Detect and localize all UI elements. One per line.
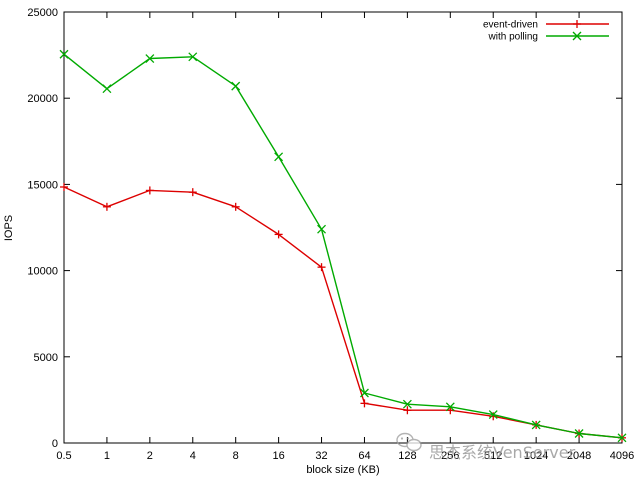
data-point (531, 420, 541, 430)
legend-label: with polling (488, 32, 538, 43)
data-point (231, 81, 241, 91)
x-tick-label: 1024 (524, 450, 548, 462)
data-point (188, 52, 198, 62)
x-tick-label: 2 (147, 450, 153, 462)
data-point (445, 402, 455, 412)
y-tick-label: 0 (52, 438, 58, 450)
x-tick-label: 4096 (610, 450, 634, 462)
data-point (145, 54, 155, 64)
x-axis-title: block size (KB) (306, 464, 379, 476)
x-tick-label: 8 (233, 450, 239, 462)
series-layer (59, 49, 627, 443)
data-point (274, 152, 284, 162)
x-axis-ticks: 0.5 1 2 4 8 16 32 64 128 256 512 1024 2048 4096 (56, 12, 634, 462)
y-tick-label: 20000 (27, 93, 58, 105)
x-tick-label: 256 (441, 450, 459, 462)
data-point (102, 84, 112, 94)
plot-area (63, 11, 623, 444)
y-axis-ticks: 0 5000 10000 15000 20000 25000 (27, 7, 622, 450)
data-point (317, 224, 326, 234)
series-line (63, 53, 623, 439)
wechat-icon (396, 432, 422, 452)
y-tick-label: 25000 (27, 7, 58, 19)
x-tick-label: 16 (272, 450, 284, 462)
series-with-polling (59, 49, 627, 443)
legend-label: event-driven (483, 20, 538, 31)
data-point (360, 388, 369, 398)
watermark: 思杰系统VenServer (396, 432, 576, 462)
x-tick-label: 64 (358, 450, 370, 462)
y-axis-title: IOPS (3, 215, 15, 241)
data-point (488, 410, 498, 420)
x-tick-label: 128 (398, 450, 416, 462)
y-tick-label: 10000 (27, 266, 58, 278)
y-tick-label: 15000 (27, 179, 58, 191)
data-point (402, 399, 412, 409)
data-point (59, 49, 69, 59)
y-tick-label: 5000 (34, 352, 58, 364)
x-tick-label: 1 (104, 450, 110, 462)
data-point (617, 433, 627, 443)
x-tick-label: 512 (484, 450, 502, 462)
x-tick-label: 0.5 (56, 450, 71, 462)
x-tick-label: 2048 (567, 450, 591, 462)
legend-marker (572, 31, 582, 41)
watermark-text: 思杰系统VenServer (429, 443, 576, 462)
data-point (574, 429, 584, 438)
x-tick-label: 4 (190, 450, 196, 462)
plot-frame (63, 11, 623, 444)
x-tick-label: 32 (315, 450, 327, 462)
